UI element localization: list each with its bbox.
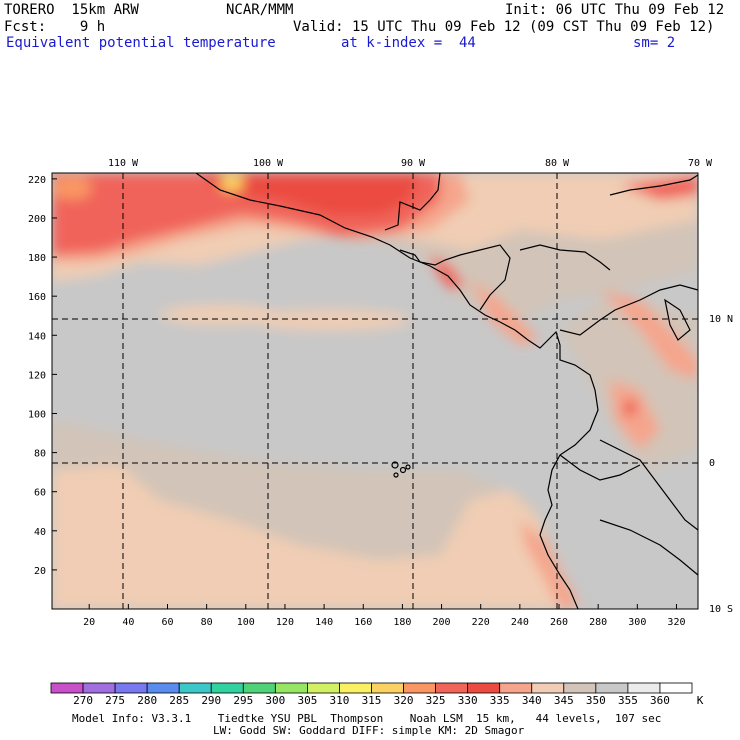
colorbar-swatch	[531, 682, 565, 694]
smoothing-label: sm= 2	[633, 35, 676, 51]
y-grid-labels: 20 40 60 80 100 120 140 160 180 200 220	[28, 175, 46, 577]
level-label: at k-index = 44	[341, 35, 476, 51]
field-name: Equivalent potential temperature	[6, 35, 276, 51]
y-tick-label: 120	[28, 370, 46, 381]
y-tick-label: 160	[28, 292, 46, 303]
x-tick-label: 140	[315, 617, 333, 628]
colorbar-label: 275	[105, 694, 125, 707]
colorbar-swatch	[306, 682, 340, 694]
colorbar-swatch	[403, 682, 436, 694]
colorbar-swatch	[82, 682, 116, 694]
y-tick-label: 220	[28, 175, 46, 186]
colorbar-swatch	[114, 682, 148, 694]
valid-time: Valid: 15 UTC Thu 09 Feb 12 (09 CST Thu …	[293, 19, 715, 35]
colorbar-swatch	[627, 682, 661, 694]
lat-label-0: 0	[709, 458, 715, 469]
x-tick-label: 20	[83, 617, 95, 628]
model-info-line2: LW: Godd SW: Goddard DIFF: simple KM: 2D…	[213, 724, 525, 737]
colorbar-label: 295	[233, 694, 253, 707]
y-tick-label: 180	[28, 253, 46, 264]
lat-label-10s: 10 S	[709, 604, 733, 615]
colorbar-swatch	[242, 682, 276, 694]
x-tick-label: 180	[393, 617, 411, 628]
coastlines	[195, 172, 699, 610]
colorbar-swatch	[659, 682, 693, 694]
colorbar-label: 270	[73, 694, 93, 707]
lon-label-80w: 80 W	[545, 158, 570, 169]
colorbar-swatch	[274, 682, 308, 694]
colorbar-swatch	[146, 682, 180, 694]
lon-label-90w: 90 W	[401, 158, 426, 169]
x-tick-label: 200	[433, 617, 451, 628]
colorbar-label: 350	[586, 694, 606, 707]
x-tick-label: 260	[550, 617, 568, 628]
axis-ticks	[52, 178, 677, 609]
lon-label-110w: 110 W	[108, 158, 139, 169]
y-tick-label: 200	[28, 214, 46, 225]
model-label: TORERO 15km ARW	[4, 2, 139, 18]
colorbar-label: 300	[265, 694, 285, 707]
colorbar-label: 285	[169, 694, 189, 707]
x-tick-label: 100	[237, 617, 255, 628]
x-grid-labels: 20 40 60 80 100 120 140 160 180 200 220 240 260 280 30…	[83, 617, 685, 628]
x-tick-label: 320	[667, 617, 685, 628]
x-tick-label: 240	[511, 617, 529, 628]
colorbar-swatch	[178, 682, 212, 694]
colorbar-label: 355	[618, 694, 638, 707]
colorbar-label: 345	[554, 694, 574, 707]
latlon-grid	[52, 173, 698, 609]
y-tick-label: 60	[34, 488, 46, 499]
x-tick-label: 160	[354, 617, 372, 628]
colorbar-swatch	[467, 682, 501, 694]
colorbar-label: 340	[522, 694, 542, 707]
colorbar-swatch	[339, 682, 372, 694]
colorbar-label: 325	[426, 694, 446, 707]
center-label: NCAR/MMM	[226, 2, 294, 18]
y-tick-label: 80	[34, 449, 46, 460]
colorbar-label: 330	[458, 694, 478, 707]
model-info-line1: Model Info: V3.3.1 Tiedtke YSU PBL Thomp…	[72, 712, 662, 725]
lon-label-70w: 70 W	[688, 158, 713, 169]
forecast-hour: Fcst: 9 h	[4, 19, 106, 35]
colorbar-label: 290	[201, 694, 221, 707]
colorbar-swatch	[210, 682, 244, 694]
colorbar: 270 275 280 285 290 295 300 305 310 315 320 325 330 3…	[50, 682, 693, 707]
y-tick-label: 100	[28, 409, 46, 420]
colorbar-label: 280	[137, 694, 157, 707]
x-tick-label: 280	[589, 617, 607, 628]
colorbar-label: 320	[394, 694, 414, 707]
colorbar-swatch	[499, 682, 533, 694]
y-tick-label: 20	[34, 566, 46, 577]
init-time: Init: 06 UTC Thu 09 Feb 12	[505, 2, 725, 18]
field-shading	[52, 173, 698, 609]
y-tick-label: 140	[28, 331, 46, 342]
colorbar-label: 315	[362, 694, 382, 707]
colorbar-unit: K	[697, 694, 704, 707]
lon-label-100w: 100 W	[253, 158, 284, 169]
x-tick-label: 220	[472, 617, 490, 628]
colorbar-label: 310	[330, 694, 350, 707]
lat-label-10n: 10 N	[709, 314, 733, 325]
colorbar-swatch	[435, 682, 469, 694]
x-tick-label: 80	[201, 617, 213, 628]
colorbar-swatch	[371, 682, 404, 694]
colorbar-swatch	[595, 682, 629, 694]
x-tick-label: 120	[276, 617, 294, 628]
colorbar-swatch	[50, 682, 84, 694]
colorbar-label: 335	[490, 694, 510, 707]
x-tick-label: 60	[161, 617, 173, 628]
colorbar-label: 360	[650, 694, 670, 707]
colorbar-swatch	[563, 682, 597, 694]
x-tick-label: 40	[122, 617, 134, 628]
y-tick-label: 40	[34, 527, 46, 538]
plot-frame	[51, 172, 699, 610]
x-tick-label: 300	[628, 617, 646, 628]
colorbar-label: 305	[297, 694, 317, 707]
